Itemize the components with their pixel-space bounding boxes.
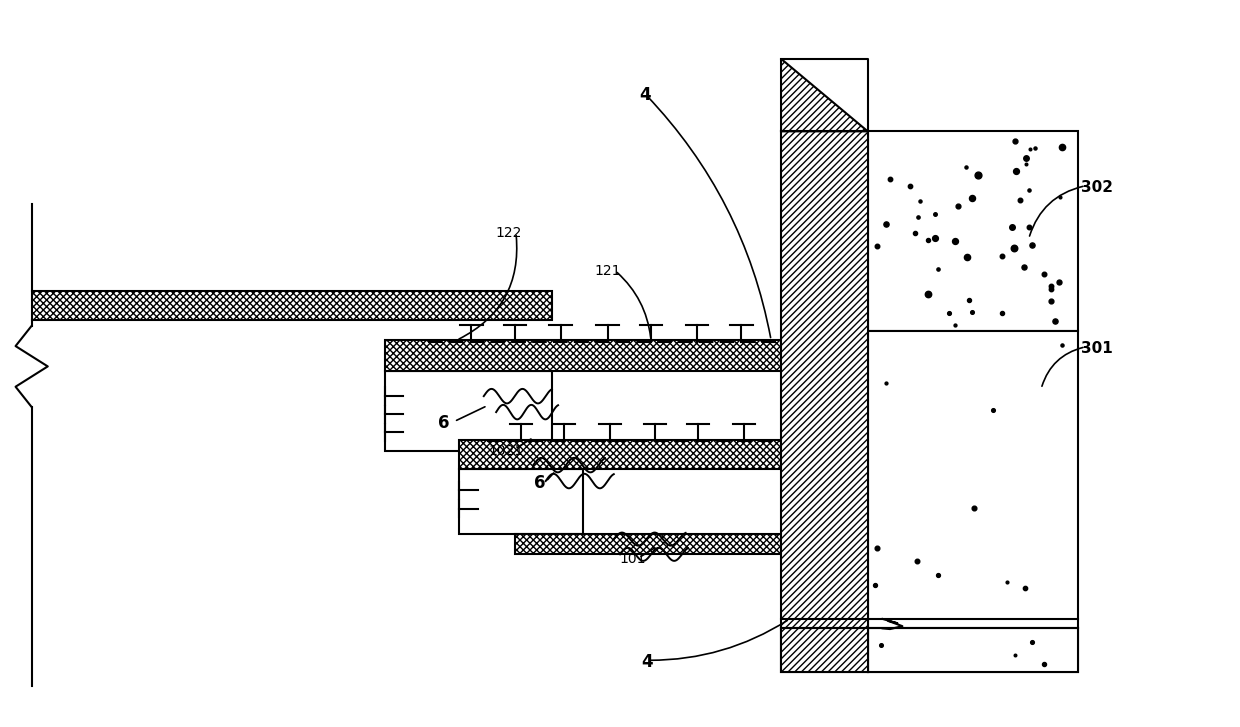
Bar [459,440,781,469]
Bar [781,132,868,672]
Bar [459,469,583,534]
Text: 4: 4 [639,86,651,104]
Text: 4: 4 [641,654,653,672]
Text: 101: 101 [619,553,646,566]
Polygon shape [781,59,868,132]
Bar [868,331,1079,672]
Text: 302: 302 [1081,180,1112,196]
Bar [32,291,552,320]
Text: 6: 6 [439,414,450,432]
Bar [384,371,552,451]
Text: 122: 122 [495,226,522,240]
Bar [384,340,781,371]
Text: 301: 301 [1081,342,1112,356]
Text: 121: 121 [594,264,621,278]
Bar [781,628,868,672]
Text: 6: 6 [533,474,546,492]
Bar [868,132,1079,331]
Bar [868,628,1079,672]
Bar [515,534,781,553]
Text: 1021: 1021 [489,443,523,457]
